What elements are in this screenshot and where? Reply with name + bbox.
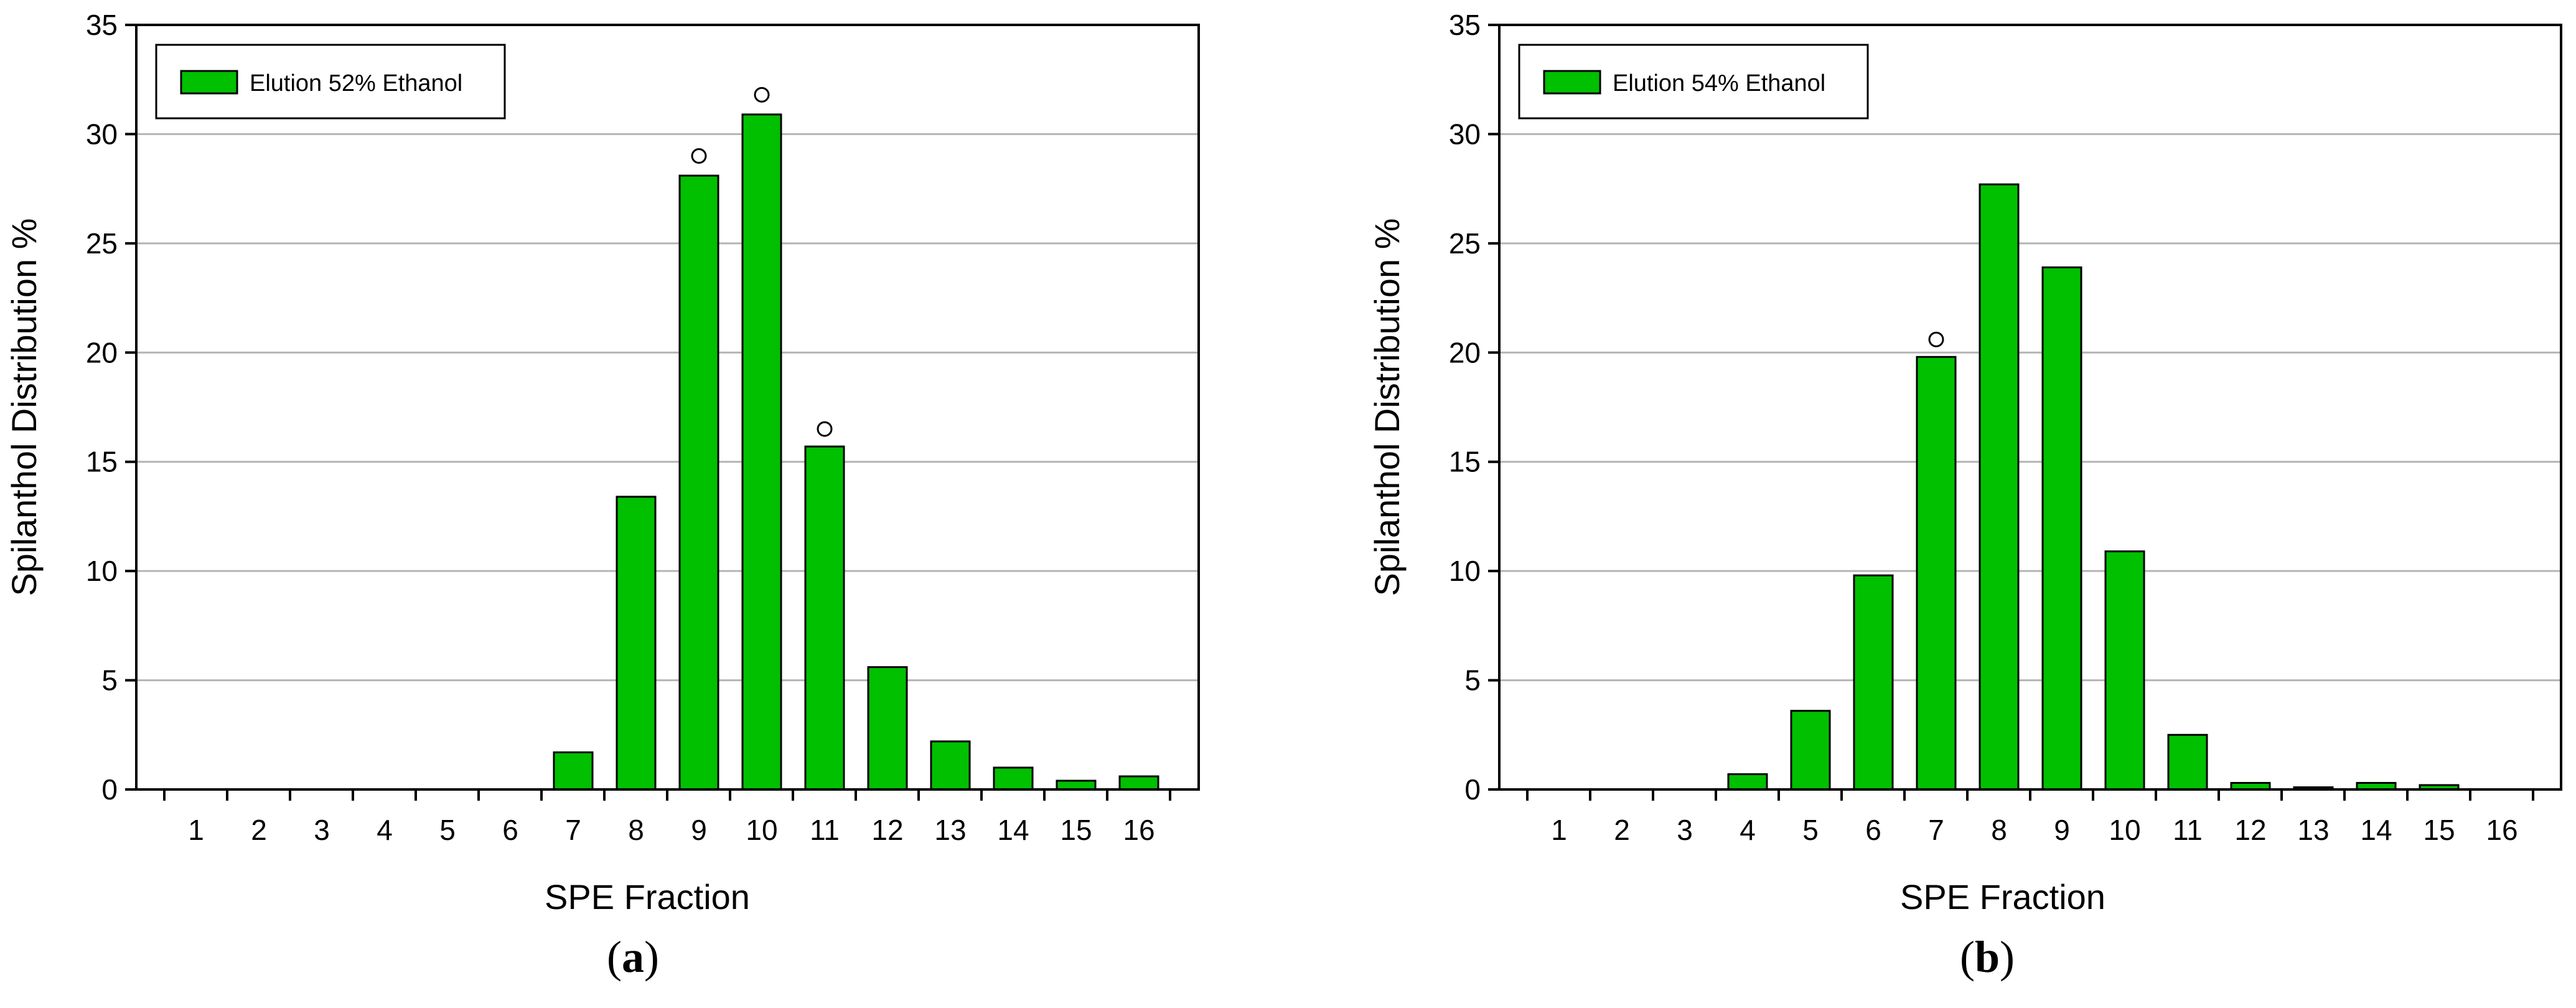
bar-15: [1056, 780, 1097, 791]
bar-9: [2041, 266, 2082, 791]
x-tick-label: 16: [1123, 814, 1155, 846]
chart-panel-a: 0 5 10 15 20 25 30 35 1 2 3 4 5 6 7 8 9 10 11 12 13 14 15 16 SPE…: [4, 9, 1200, 982]
legend-swatch: [180, 70, 238, 95]
bar-6: [1853, 574, 1894, 791]
y-tick-label: 10: [86, 555, 118, 587]
x-axis-title: SPE Fraction: [545, 877, 750, 916]
x-tick-label: 1: [1551, 814, 1567, 846]
legend-swatch: [1543, 70, 1601, 95]
x-tick-label: 1: [188, 814, 204, 846]
x-tick-label: 7: [1928, 814, 1944, 846]
y-tick-label: 15: [86, 446, 118, 478]
legend-label: Elution 52% Ethanol: [250, 70, 462, 97]
chart-panel-b: 0 5 10 15 20 25 30 35 1 2 3 4 5 6 7 8 9 10 11 12 13 14 15 16 SPE…: [1288, 0, 2576, 1008]
y-tick-label: 5: [1464, 664, 1481, 697]
x-tick-label: 8: [1991, 814, 2007, 846]
y-tick-label: 20: [1449, 336, 1481, 369]
x-tick-label: 14: [997, 814, 1029, 846]
bar-4: [1727, 773, 1768, 791]
bar-10: [741, 113, 782, 791]
outlier-marker: [691, 148, 707, 164]
x-tick-label: 2: [251, 814, 267, 846]
x-tick-label: 8: [628, 814, 644, 846]
bar-7: [553, 751, 594, 791]
x-tick-label: 14: [2360, 814, 2392, 846]
y-tick-label: 35: [1449, 9, 1481, 41]
x-tick-label: 9: [691, 814, 707, 846]
bar-9: [678, 174, 719, 791]
x-tick-label: 16: [2486, 814, 2517, 846]
x-tick-label: 11: [2173, 814, 2203, 846]
x-tick-label: 5: [1802, 814, 1819, 846]
caption-a: (a): [607, 932, 659, 982]
x-tick-label: 4: [377, 814, 393, 846]
y-axis-title: Spilanthol Distribution %: [4, 219, 44, 596]
caption-b: (b): [1960, 932, 2015, 982]
x-tick-label: 11: [810, 814, 840, 846]
bar-8: [616, 496, 657, 791]
y-tick-label: 25: [86, 227, 118, 260]
x-tick-label: 10: [2109, 814, 2140, 846]
outlier-marker: [754, 87, 770, 103]
x-tick-label: 5: [439, 814, 456, 846]
bar-5: [1790, 710, 1831, 791]
x-tick-label: 7: [565, 814, 581, 846]
bar-12: [867, 666, 908, 791]
outlier-marker: [817, 421, 833, 437]
y-tick-label: 10: [1449, 555, 1481, 587]
bar-7: [1916, 356, 1957, 791]
x-tick-label: 15: [1060, 814, 1092, 846]
outlier-marker: [1928, 331, 1944, 347]
x-tick-label: 3: [314, 814, 330, 846]
plot-area: [136, 25, 1199, 789]
x-tick-label: 15: [2423, 814, 2455, 846]
x-tick-label: 4: [1740, 814, 1756, 846]
bar-16: [1118, 775, 1159, 791]
caption-letter-a: a: [621, 932, 644, 982]
y-tick-label: 0: [1464, 773, 1481, 806]
x-tick-label: 10: [746, 814, 777, 846]
bar-13: [930, 740, 971, 791]
y-tick-label: 25: [1449, 227, 1481, 260]
y-tick-label: 30: [86, 118, 118, 150]
y-tick-label: 35: [86, 9, 118, 41]
x-tick-label: 6: [502, 814, 518, 846]
y-tick-label: 5: [101, 664, 118, 697]
bar-14: [993, 766, 1034, 791]
x-axis-title: SPE Fraction: [1900, 877, 2105, 916]
x-tick-label: 13: [934, 814, 966, 846]
x-tick-label: 3: [1677, 814, 1693, 846]
y-tick-label: 30: [1449, 118, 1481, 150]
bar-11: [2167, 733, 2208, 791]
x-tick-label: 6: [1865, 814, 1881, 846]
bar-10: [2104, 550, 2145, 791]
y-tick-label: 20: [86, 336, 118, 369]
y-tick-label: 15: [1449, 446, 1481, 478]
y-tick-label: 0: [101, 773, 118, 806]
x-tick-label: 2: [1614, 814, 1630, 846]
x-tick-label: 12: [2234, 814, 2266, 846]
x-tick-label: 13: [2297, 814, 2329, 846]
x-tick-label: 12: [871, 814, 903, 846]
y-axis-title: Spilanthol Distribution %: [1367, 219, 1407, 596]
bar-8: [1979, 183, 2020, 791]
legend-label: Elution 54% Ethanol: [1613, 70, 1825, 97]
x-tick-label: 9: [2054, 814, 2070, 846]
bar-11: [804, 445, 845, 791]
plot-area: [1499, 25, 2561, 789]
caption-letter-b: b: [1974, 932, 2000, 982]
